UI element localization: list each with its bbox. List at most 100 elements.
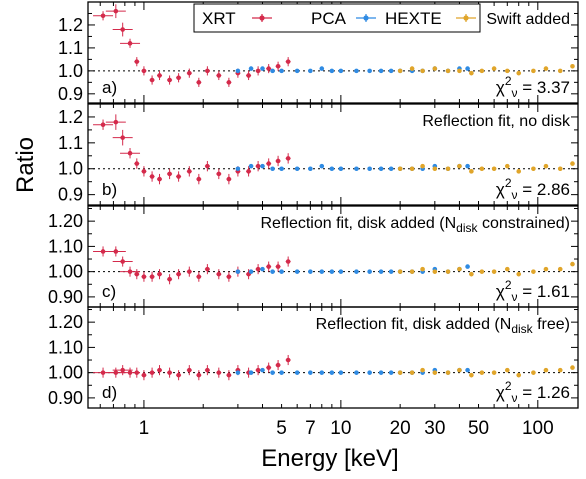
data-point [457,163,462,169]
data-point [516,271,522,277]
data-point [176,174,181,179]
panel-title: Reflection fit, disk added (Ndisk constr… [261,215,571,235]
chi-symbol: χ [496,383,505,402]
data-point [531,269,536,274]
y-tick-label: 1.10 [48,236,83,256]
y-tick-label: 1.2 [58,107,83,127]
data-point [235,370,241,375]
y-tick-label: 1.0 [58,61,83,81]
data-point [409,66,415,71]
data-point [479,68,485,74]
data-point [543,266,549,272]
data-point [266,161,271,166]
data-point [388,269,394,274]
data-point [469,271,474,277]
data-point [397,166,403,172]
panel-title-tail: constrained) [478,215,571,232]
data-point [420,367,425,373]
data-point [134,271,140,277]
data-point [409,269,415,274]
data-point [504,163,510,169]
data-point [469,372,474,378]
data-point [354,370,359,375]
data-point [457,68,462,74]
data-point [216,370,222,375]
y-tick-label: 0.90 [48,287,83,307]
data-point [367,68,372,74]
data-point [329,166,335,172]
y-tick-label: 1.00 [48,363,83,383]
data-point [285,59,291,64]
y-tick-label: 1.20 [48,312,83,332]
data-point [134,370,140,375]
data-point [248,269,254,274]
data-point [479,269,485,274]
panel-frame [87,103,579,206]
panel-title: Reflection fit, no disk [422,113,571,130]
data-point [100,370,106,375]
y-tick-label: 1.00 [48,262,83,282]
data-point [100,13,106,19]
data-point [120,367,125,373]
y-tick-label: 0.9 [58,185,83,205]
data-point [543,163,549,169]
chi2-value: 1.61 [537,282,570,301]
data-point [216,171,222,177]
x-tick-label: 5 [276,418,287,439]
chi2-annotation: χ2ν = 3.37 [496,74,570,100]
data-point [294,68,300,74]
data-point [420,68,425,74]
data-point [187,269,192,274]
data-point [226,372,232,378]
data-point [157,271,162,277]
y-tick-label: 1.1 [58,133,83,153]
legend-marker-dot [363,15,369,21]
data-point [255,266,261,272]
data-point [270,68,275,74]
data-point [141,68,147,74]
chi2-equals: = [518,78,537,97]
data-point [491,66,497,71]
data-point [149,370,155,375]
data-point [432,370,438,375]
data-point [279,370,284,375]
data-point [260,66,265,71]
data-point [388,166,394,172]
data-point [354,68,359,74]
panel-title-main: Reflection fit, disk added (N [316,316,512,333]
data-point [409,370,415,375]
data-point [465,66,470,71]
series-hexte [397,161,575,174]
data-point [205,163,210,169]
data-point [319,269,325,274]
data-point [285,259,291,264]
data-point [557,367,563,373]
data-point [329,68,335,74]
data-point [570,365,575,370]
data-point [491,166,497,172]
data-point [504,68,510,74]
data-point [279,269,284,274]
data-point [504,266,510,272]
data-point [543,367,549,373]
data-point [255,163,261,169]
data-point [235,68,241,74]
chi-symbol: χ [496,180,505,199]
data-point [235,166,241,172]
data-point [420,266,425,272]
data-point [120,135,125,140]
data-point [167,171,172,177]
series-hexte [397,365,575,378]
data-point [308,166,313,172]
data-point [141,274,147,280]
data-point [367,166,372,172]
data-point [279,166,284,172]
x-tick-label: 10 [330,418,351,439]
data-point [504,367,510,373]
data-point [338,166,344,172]
legend-box [193,3,481,33]
data-point [367,269,372,274]
data-point [457,266,462,272]
